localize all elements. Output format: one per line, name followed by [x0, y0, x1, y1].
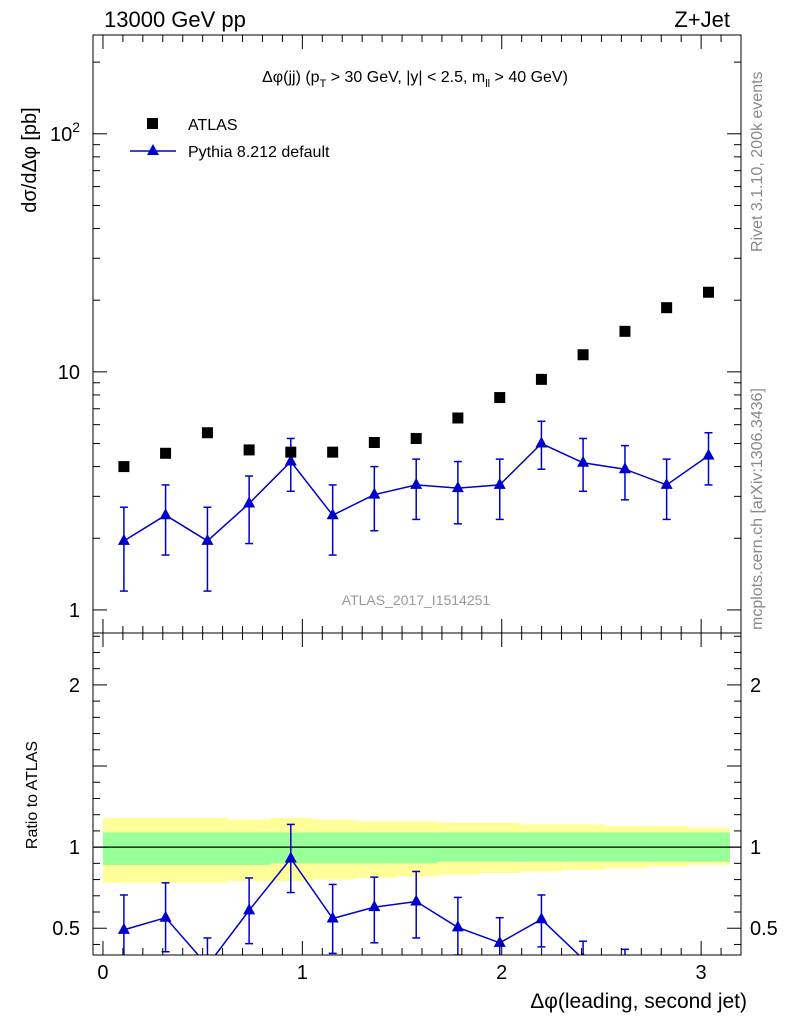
- ratio-point: [159, 910, 172, 922]
- main-y-axis-label: dσ/dΔφ [pb]: [19, 107, 41, 212]
- pythia-point: [535, 436, 548, 448]
- ratio-x-tick-labels: 0 1 2 3: [97, 962, 706, 984]
- ratio-band-inner-bin: [186, 832, 229, 865]
- pythia-point: [368, 487, 381, 499]
- ratio-point: [201, 959, 213, 970]
- atlas-point: [118, 461, 130, 473]
- ratio-point: [410, 894, 423, 906]
- x-axis-label: Δφ(leading, second jet): [530, 990, 747, 1013]
- ratio-point: [493, 935, 506, 947]
- atlas-points: [118, 286, 715, 473]
- pythia-point: [577, 455, 590, 467]
- ratio-band-inner-bin: [102, 832, 146, 865]
- rivet-label: Rivet 3.1.10, 200k events: [749, 71, 766, 252]
- ratio-point: [368, 900, 381, 912]
- legend-atlas-label: ATLAS: [188, 117, 238, 134]
- pythia-point: [410, 477, 423, 489]
- ratio-band-inner: [102, 832, 730, 865]
- ratio-y-tick-label: 1: [69, 837, 80, 859]
- ratio-band-inner-bin: [144, 832, 188, 865]
- pythia-point: [284, 454, 297, 466]
- ratio-band-inner-bin: [228, 832, 271, 865]
- x-tick-label: 1: [297, 962, 308, 984]
- atlas-point: [327, 446, 339, 458]
- legend-pythia-marker: [147, 144, 159, 155]
- analysis-watermark: ATLAS_2017_I1514251: [342, 592, 491, 608]
- ratio-y-axis-label: Ratio to ATLAS: [24, 741, 41, 849]
- ratio-y-tick-label: 2: [69, 675, 80, 697]
- ratio-point: [243, 903, 256, 915]
- atlas-point: [410, 432, 422, 444]
- atlas-point: [494, 392, 506, 404]
- main-axis-ticks: [93, 35, 742, 633]
- atlas-point: [703, 286, 715, 298]
- ratio-y-tick-label-right: 0.5: [750, 918, 778, 940]
- atlas-point: [619, 325, 631, 337]
- atlas-point: [285, 446, 297, 458]
- ratio-band-inner-bin: [353, 832, 396, 864]
- main-panel: 1 10 102 dσ/dΔφ [pb] Δφ(jj) (pT > 30 GeV, …: [19, 34, 742, 634]
- ratio-point: [117, 922, 130, 934]
- pythia-point: [451, 481, 464, 493]
- mcplots-label: mcplots.cern.ch [arXiv:1306.3436]: [749, 388, 766, 630]
- pythia-point: [660, 477, 673, 489]
- ratio-point: [619, 957, 631, 968]
- ratio-point: [535, 912, 548, 924]
- main-y-tick-label: 10: [58, 362, 80, 384]
- ratio-y-tick-label-right: 2: [750, 675, 761, 697]
- pythia-point: [618, 462, 631, 474]
- ratio-band-inner-bin: [311, 832, 355, 864]
- legend-pythia-label: Pythia 8.212 default: [188, 144, 330, 161]
- atlas-point: [368, 436, 380, 448]
- pythia-point: [159, 508, 172, 520]
- atlas-point: [661, 302, 673, 314]
- pythia-point: [117, 533, 130, 545]
- pythia-point: [702, 448, 715, 460]
- process-label: Z+Jet: [674, 7, 730, 32]
- main-y-tick-label: 1: [69, 600, 80, 622]
- x-tick-label: 2: [496, 962, 507, 984]
- ratio-point: [661, 973, 673, 984]
- ratio-y-tick-label: 0.5: [52, 918, 80, 940]
- x-tick-label: 0: [97, 962, 108, 984]
- ratio-point: [581, 952, 585, 955]
- pythia-error-bars: [119, 420, 713, 592]
- main-plot-title: Δφ(jj) (pT > 30 GeV, |y| < 2.5, mll > 40…: [262, 69, 568, 90]
- ratio-frame: [92, 632, 742, 956]
- ratio-y-tick-label-right: 1: [750, 837, 761, 859]
- atlas-point: [577, 349, 589, 361]
- ratio-point: [284, 851, 297, 863]
- atlas-point: [243, 444, 255, 456]
- ratio-point: [326, 911, 339, 923]
- pythia-point: [326, 508, 339, 520]
- pythia-point: [243, 496, 256, 508]
- ratio-axis-ticks: [93, 633, 742, 955]
- pythia-point: [201, 533, 214, 545]
- main-y-tick-labels: 1 10 102: [50, 119, 80, 622]
- ratio-point: [451, 920, 464, 932]
- atlas-point: [452, 412, 464, 424]
- ratio-y-tick-labels: 0.5 0.5 1 1 2 2: [52, 675, 778, 940]
- pythia-point: [493, 477, 506, 489]
- ratio-points: [117, 851, 673, 984]
- legend-atlas-marker: [147, 118, 158, 129]
- atlas-point: [535, 373, 547, 385]
- ratio-panel: 0.5 0.5 1 1 2 2 0 1 2 3 Ratio to ATLAS Δφ(leadin…: [24, 632, 778, 1013]
- atlas-point: [201, 427, 213, 439]
- pythia-points: [117, 436, 715, 545]
- main-y-tick-label: 102: [50, 119, 80, 146]
- energy-label: 13000 GeV pp: [104, 7, 246, 32]
- legend: ATLAS Pythia 8.212 default: [130, 117, 330, 161]
- x-tick-label: 3: [696, 962, 707, 984]
- ratio-band-inner-bin: [395, 832, 438, 864]
- atlas-point: [160, 447, 172, 459]
